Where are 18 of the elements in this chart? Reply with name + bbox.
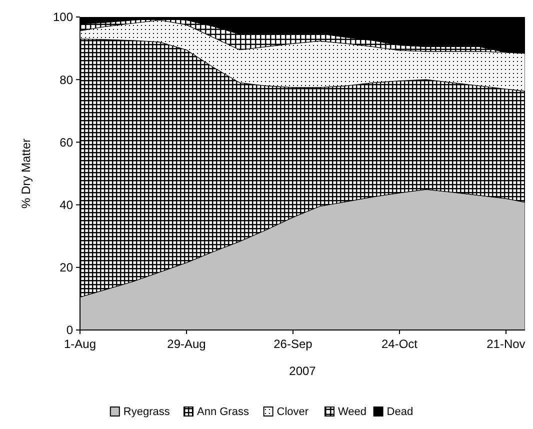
y-tick-label: 0 xyxy=(66,323,74,338)
x-tick-label: 1-Aug xyxy=(64,337,96,351)
x-axis-title: 2007 xyxy=(289,364,316,378)
y-axis-title: % Dry Matter xyxy=(19,138,33,209)
y-tick-label: 100 xyxy=(52,10,74,24)
legend-label: Ann Grass xyxy=(197,406,250,418)
y-tick-label: 60 xyxy=(60,135,74,150)
y-tick-label: 80 xyxy=(60,72,74,87)
x-tick-label: 29-Aug xyxy=(167,337,206,351)
x-tick-label: 26-Sep xyxy=(274,337,313,351)
legend-label: Weed xyxy=(338,406,367,418)
legend-label: Clover xyxy=(276,406,309,418)
legend-label: Dead xyxy=(386,406,414,418)
x-tick-label: 21-Nov xyxy=(486,337,526,351)
legend-label: Ryegrass xyxy=(123,406,170,418)
x-tick-label: 24-Oct xyxy=(381,337,418,351)
y-tick-label: 20 xyxy=(60,260,74,275)
y-tick-label: 40 xyxy=(60,198,74,212)
